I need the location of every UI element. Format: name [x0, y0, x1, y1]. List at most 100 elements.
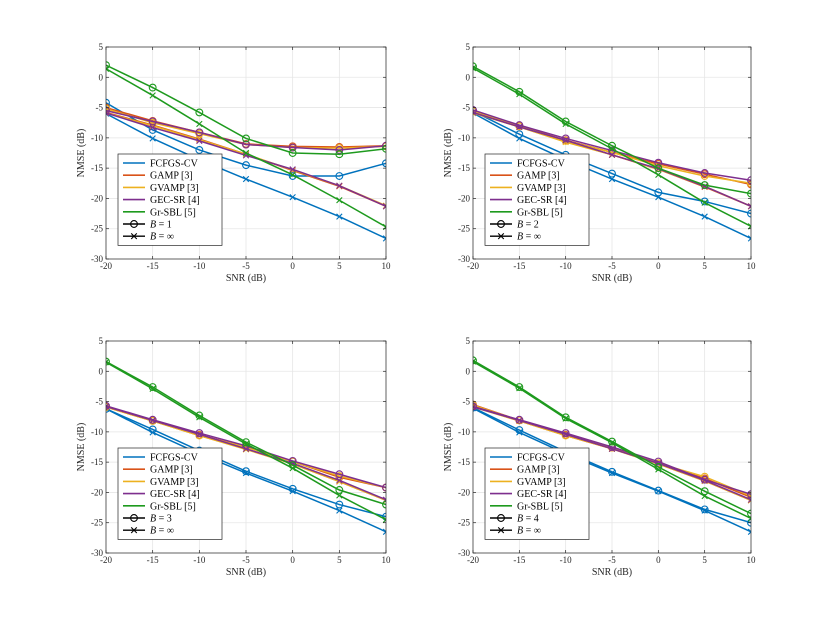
legend-marker-cross [497, 527, 505, 534]
data-point-cross-stroke-b [196, 414, 203, 421]
y-tick-label: -10 [458, 133, 470, 143]
data-point-cross-stroke-b [747, 517, 751, 522]
data-point-cross [336, 507, 343, 514]
legend-label: GEC-SR [4] [150, 195, 200, 206]
data-point-cross-stroke-b [562, 431, 569, 438]
y-tick-label: -20 [458, 487, 470, 497]
data-point-cross-stroke-b [106, 359, 110, 363]
data-point-cross-stroke-a [747, 203, 751, 208]
data-point-cross [516, 135, 523, 142]
legend-marker-cross-stroke-b [130, 233, 138, 240]
x-axis-label: SNR (dB) [592, 273, 632, 284]
data-point-cross [196, 137, 203, 145]
data-point-cross-stroke-b [655, 488, 662, 495]
y-tick-label: -10 [458, 427, 470, 437]
data-point-cross [242, 175, 250, 183]
data-point-cross-stroke-b [516, 91, 523, 98]
data-point-cross-stroke-a [747, 223, 751, 228]
data-point-cross [747, 515, 751, 522]
data-point-cross [747, 235, 751, 242]
data-point-circle [561, 134, 570, 143]
data-point-cross [516, 385, 523, 392]
y-axis-label: NMSE (dB) [76, 129, 87, 178]
data-point-cross-stroke-b [242, 445, 250, 453]
legend-label: FCFGS-CV [517, 453, 566, 464]
data-point-circle [335, 470, 344, 479]
series-line-fcfgs-cv-circle [473, 406, 751, 524]
y-axis-label: NMSE (dB) [443, 129, 454, 178]
y-tick-label: 5 [466, 42, 471, 52]
data-point-cross-stroke-b [336, 492, 343, 499]
data-point-cross [196, 414, 203, 421]
data-point-circle [382, 141, 386, 150]
data-point-cross [289, 460, 296, 467]
data-point-cross [608, 469, 616, 477]
data-point-circle [106, 106, 110, 115]
x-tick-label: -10 [193, 555, 205, 565]
data-point-cross-stroke-b [196, 120, 203, 128]
y-tick-label: -5 [96, 397, 104, 407]
data-point-cross-stroke-b [106, 109, 110, 114]
y-tick-label: -30 [91, 548, 103, 558]
data-point-cross-stroke-b [289, 194, 296, 201]
data-point-circle [654, 188, 663, 197]
data-point-cross [289, 488, 296, 495]
data-point-cross-stroke-b [149, 135, 156, 142]
data-point-cross-stroke-b [473, 358, 477, 363]
data-point-cross-stroke-b [516, 123, 523, 131]
data-point-cross [289, 194, 296, 201]
legend-label: GVAMP [3] [150, 183, 199, 194]
data-point-cross [747, 223, 751, 230]
legend-marker-cross-stroke-b [497, 527, 505, 534]
x-tick-label: 5 [337, 261, 342, 271]
data-point-cross [701, 199, 708, 206]
data-point-cross [382, 516, 386, 523]
chart-panel-top-left: -20 -15 -10 -5 0 5 10 5 0 -5 -10 -15 -20 -25 -30 SNR (d… [76, 42, 391, 284]
legend-label: Gr-SBL [5] [517, 207, 563, 218]
data-point-cross [336, 182, 343, 189]
data-point-cross [655, 466, 662, 473]
data-point-cross [747, 203, 751, 210]
series-line-gec-sr-4--circle [473, 109, 751, 181]
data-point-cross [608, 445, 616, 453]
data-point-circle [106, 401, 110, 410]
data-point-cross-stroke-b [382, 237, 386, 242]
data-point-cross-stroke-a [106, 68, 110, 72]
legend-marker-circle [130, 514, 138, 522]
data-point-cross-stroke-b [106, 65, 110, 70]
data-point-cross-stroke-a [473, 406, 477, 411]
data-point-cross [608, 439, 616, 446]
data-point-cross-stroke-a [747, 235, 751, 240]
series-group [106, 61, 386, 242]
y-tick-label: -15 [91, 163, 103, 173]
legend-marker-label: B = ∞ [150, 526, 174, 537]
y-tick-label: 0 [466, 72, 471, 82]
data-point-cross [701, 492, 708, 500]
data-point-cross-stroke-b [336, 213, 343, 220]
data-point-circle [242, 134, 250, 143]
data-point-cross [289, 166, 296, 173]
data-point-circle [382, 483, 386, 492]
data-point-cross-stroke-a [473, 407, 477, 412]
data-point-cross [149, 385, 156, 393]
x-tick-label: -10 [193, 261, 205, 271]
data-point-cross-stroke-b [242, 151, 250, 158]
data-point-cross-stroke-a [747, 528, 751, 533]
data-point-cross-stroke-b [747, 531, 751, 535]
series-line-gr-sbl-5--circle [473, 65, 751, 195]
data-point-cross-stroke-b [336, 507, 343, 514]
data-point-cross-stroke-b [149, 124, 156, 131]
x-tick-label: -5 [608, 261, 616, 271]
data-point-circle [195, 128, 204, 137]
series-group [106, 357, 386, 535]
y-tick-label: -20 [91, 487, 103, 497]
data-point-cross [149, 135, 156, 142]
y-tick-label: -30 [91, 254, 103, 264]
data-point-cross [516, 417, 523, 424]
chart-panel-bottom-right: -20 -15 -10 -5 0 5 10 5 0 -5 -10 -15 -20 -25 -30 SNR (d… [443, 336, 756, 578]
legend-marker-cross [497, 233, 505, 240]
data-point-cross [289, 171, 296, 178]
data-point-cross [701, 213, 708, 220]
